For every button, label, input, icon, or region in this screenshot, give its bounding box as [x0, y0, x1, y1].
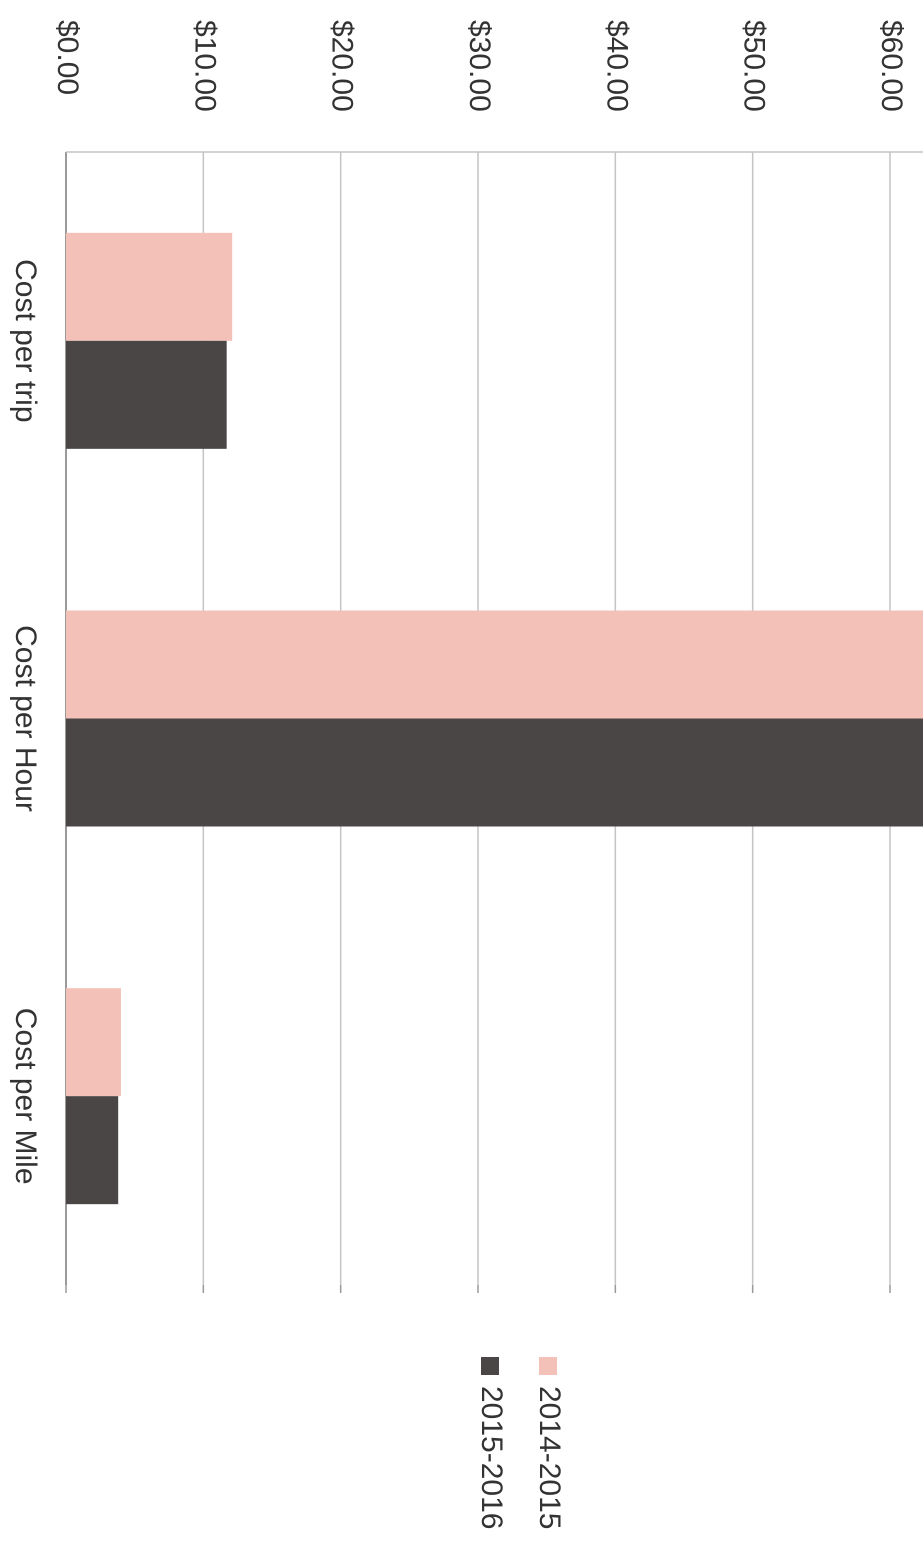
tick-label: $10.00 [188, 20, 221, 112]
bar-2014-2015-cost-per-mile [66, 988, 121, 1097]
legend-label: 2015-2016 [475, 1386, 508, 1529]
legend-swatch [481, 1357, 499, 1375]
legend: 2014-2015 2015-2016 [475, 1357, 566, 1529]
category-label: Cost per trip [9, 259, 42, 422]
value-axis-ticks: $0.00 $10.00 $20.00 $30.00 $40.00 $50.00 $60.0… [51, 20, 908, 112]
category-axis-labels: Cost per trip Cost per Hour Cost per Mile [9, 259, 42, 1184]
legend-label: 2014-2015 [533, 1386, 566, 1529]
bar-2014-2015-cost-per-hour [66, 610, 923, 719]
tick-label: $20.00 [326, 20, 359, 112]
tick-label: $40.00 [600, 20, 633, 112]
legend-swatch [539, 1357, 557, 1375]
bar-2014-2015-cost-per-trip [66, 232, 233, 341]
bar-2015-2016-cost-per-hour [66, 718, 923, 827]
tick-label: $60.00 [875, 20, 908, 112]
bar-2015-2016-cost-per-trip [66, 340, 227, 449]
tick-label: $50.00 [738, 20, 771, 112]
tick-label: $30.00 [463, 20, 496, 112]
bars [66, 232, 923, 1205]
tick-label: $0.00 [51, 20, 84, 95]
category-label: Cost per Hour [9, 625, 42, 812]
category-label: Cost per Mile [9, 1008, 42, 1185]
bar-2015-2016-cost-per-mile [66, 1096, 119, 1205]
